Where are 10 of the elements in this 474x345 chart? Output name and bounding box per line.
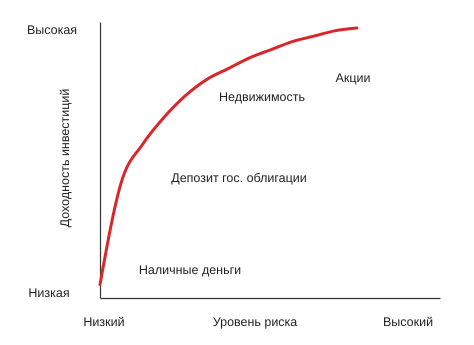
y-axis-title: Доходность инвестиций xyxy=(58,88,72,228)
x-axis-title: Уровень риска xyxy=(212,315,298,329)
text: Низкий xyxy=(83,315,125,329)
annotation: Недвижимость xyxy=(219,90,305,104)
annotation: Акции xyxy=(336,71,370,85)
text: Низкая xyxy=(28,286,70,300)
annotation: Наличные деньги xyxy=(138,263,242,277)
text: Высокий xyxy=(382,315,434,329)
annotation: Депозит гос. облигации xyxy=(171,171,307,185)
text: Высокая xyxy=(26,23,78,37)
